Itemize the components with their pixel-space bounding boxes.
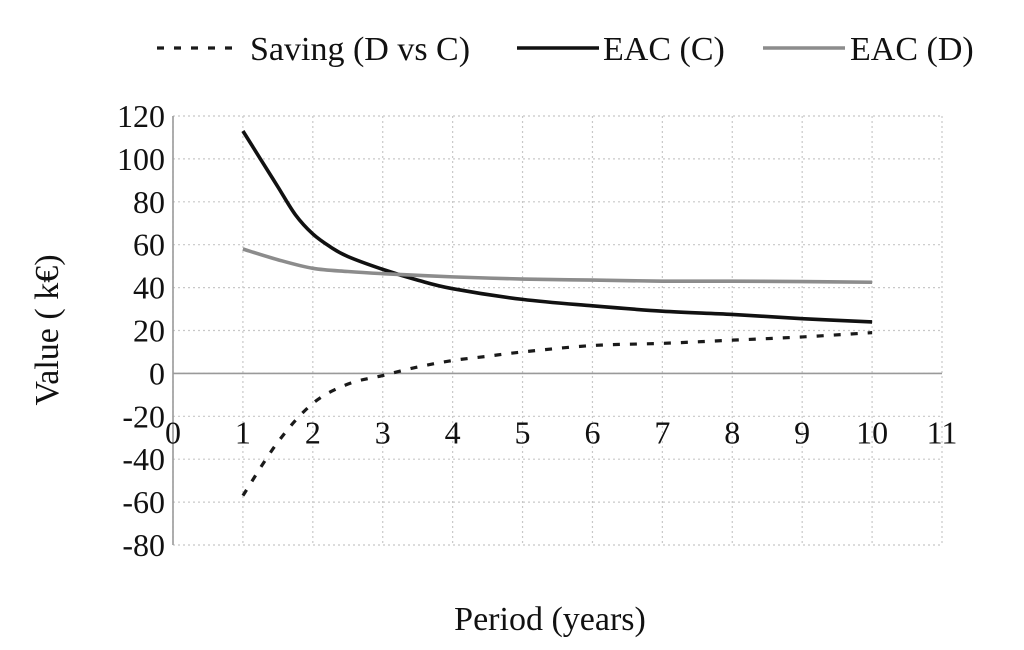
x-tick-label-3: 3 [375, 414, 391, 450]
series-line-saving-d-vs-c [241, 331, 873, 497]
series-lines [241, 130, 873, 497]
grid [172, 115, 943, 546]
x-tick-label-8: 8 [724, 414, 740, 450]
legend-label-saving-d-vs-c: Saving (D vs C) [250, 31, 470, 68]
x-tick-label-7: 7 [654, 414, 670, 450]
y-tick-label-1: -60 [122, 484, 165, 520]
x-tick-label-1: 1 [235, 414, 251, 450]
y-tick-label-0: -80 [122, 527, 165, 563]
y-tick-label-5: 20 [133, 313, 165, 349]
legend: Saving (D vs C) EAC (C) EAC (D) [157, 31, 974, 68]
legend-label-eac-d: EAC (D) [850, 31, 974, 68]
series-line-eac-d [242, 247, 873, 285]
y-tick-label-4: 0 [149, 355, 165, 391]
x-tick-label-6: 6 [584, 414, 600, 450]
x-axis-title: Period (years) [454, 601, 646, 638]
x-tick-label-0: 0 [165, 414, 181, 450]
x-tick-label-10: 10 [856, 414, 888, 450]
y-tick-label-2: -40 [122, 441, 165, 477]
x-tick-label-2: 2 [305, 414, 321, 450]
y-tick-label-10: 120 [117, 98, 165, 134]
y-axis-title: Value ( k€) [29, 254, 66, 405]
x-tick-label-9: 9 [794, 414, 810, 450]
x-tick-label-4: 4 [445, 414, 461, 450]
legend-label-eac-c: EAC (C) [603, 31, 725, 68]
y-tick-label-9: 100 [117, 141, 165, 177]
y-tick-label-6: 40 [133, 270, 165, 306]
y-tick-label-3: -20 [122, 398, 165, 434]
series-line-eac-c [241, 130, 873, 324]
axes [172, 116, 942, 545]
x-tick-label-5: 5 [515, 414, 531, 450]
y-tick-label-8: 80 [133, 184, 165, 220]
x-tick-label-11: 11 [927, 414, 958, 450]
y-tick-label-7: 60 [133, 227, 165, 263]
